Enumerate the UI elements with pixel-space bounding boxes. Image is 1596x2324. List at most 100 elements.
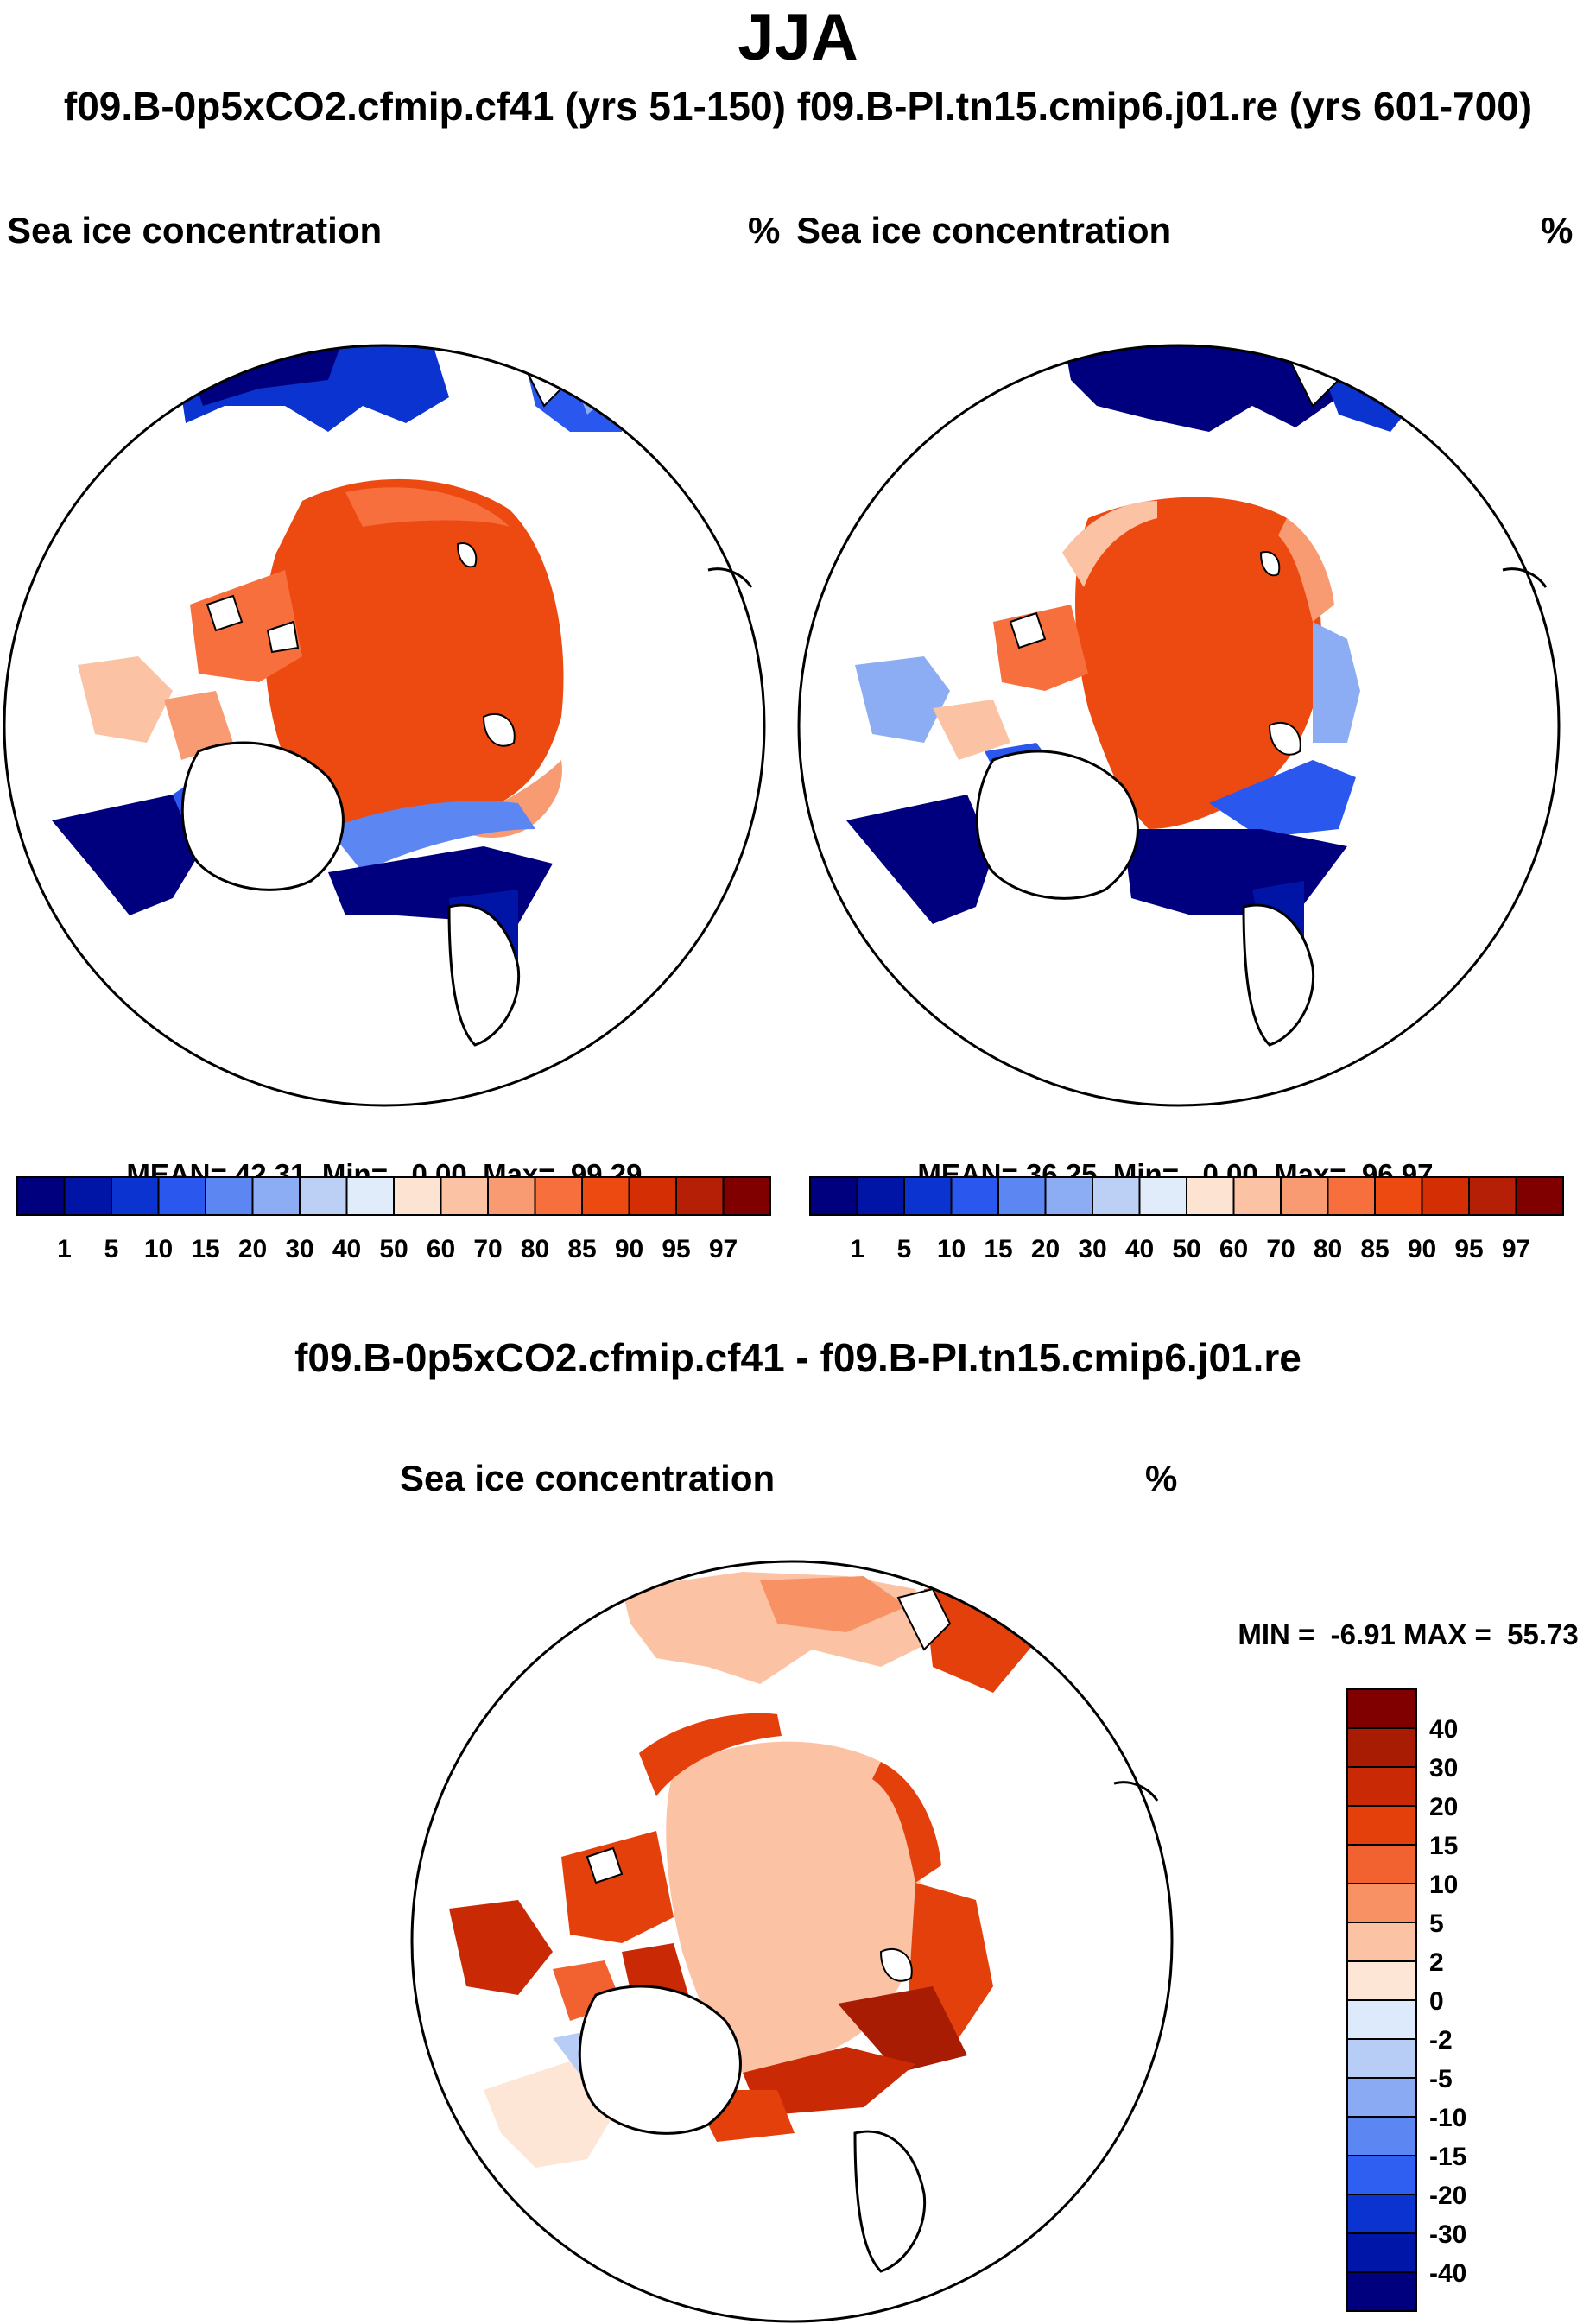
colorbar2-swatch-9 <box>1232 1176 1282 1216</box>
colorbar1-label-14: 97 <box>709 1235 738 1263</box>
colorbar2-label-14: 97 <box>1502 1235 1530 1263</box>
colorbar2-label-10: 80 <box>1314 1235 1342 1263</box>
colorbar2-label-3: 15 <box>984 1235 1012 1263</box>
colorbar3-swatch-2 <box>1346 1766 1417 1807</box>
colorbar3-label-12: -20 <box>1429 2182 1466 2210</box>
colorbar2-swatch-14 <box>1468 1176 1517 1216</box>
colorbar2-swatch-1 <box>856 1176 905 1216</box>
panel3-max-value: 55.73 <box>1507 1618 1579 1650</box>
colorbar3-swatch-10 <box>1346 2077 1417 2118</box>
colorbar3-label-5: 5 <box>1429 1909 1444 1938</box>
colorbar1-label-7: 50 <box>379 1235 408 1263</box>
colorbar2-swatch-6 <box>1092 1176 1141 1216</box>
colorbar1-label-9: 70 <box>473 1235 502 1263</box>
map-panel-diff <box>410 1560 1174 2323</box>
colorbar1-swatch-7 <box>345 1176 395 1216</box>
colorbar1-label-0: 1 <box>57 1235 72 1263</box>
colorbar1-label-2: 10 <box>144 1235 173 1263</box>
colorbar2-swatch-15 <box>1515 1176 1564 1216</box>
colorbar3-label-4: 10 <box>1429 1871 1458 1899</box>
colorbar1-swatch-15 <box>722 1176 771 1216</box>
p2-atlantic-ice <box>846 795 993 924</box>
panel3-units-label: % <box>1145 1458 1178 1498</box>
colorbar1-swatch-6 <box>299 1176 348 1216</box>
colorbar1-swatch-1 <box>63 1176 112 1216</box>
colorbar3-label-7: 0 <box>1429 1987 1444 2016</box>
colorbar3-swatch-13 <box>1346 2194 1417 2234</box>
colorbar1-label-13: 95 <box>662 1235 690 1263</box>
colorbar3-swatch-4 <box>1346 1844 1417 1884</box>
panel1-variable-label: Sea ice concentration <box>7 210 383 250</box>
colorbar-panel2: 1 5 10 15 20 30 40 50 60 70 80 85 90 95 97 <box>809 1176 1564 1263</box>
panel3-min-label: MIN = <box>1238 1618 1315 1650</box>
p2-bering-ice <box>1062 345 1339 432</box>
colorbar1-label-10: 80 <box>521 1235 549 1263</box>
colorbar3-swatch-5 <box>1346 1883 1417 1923</box>
colorbar2-swatch-4 <box>998 1176 1047 1216</box>
figure-title: JJA <box>738 1 858 74</box>
colorbar1-swatch-12 <box>581 1176 630 1216</box>
colorbar2-label-2: 10 <box>937 1235 966 1263</box>
colorbar2-swatch-2 <box>903 1176 953 1216</box>
colorbar3-swatch-6 <box>1346 1922 1417 1962</box>
colorbar1-label-5: 30 <box>285 1235 314 1263</box>
colorbar1-label-4: 20 <box>238 1235 267 1263</box>
colorbar1-swatch-2 <box>111 1176 160 1216</box>
colorbar3-label-9: -5 <box>1429 2065 1453 2093</box>
colorbar3-swatch-9 <box>1346 2038 1417 2079</box>
colorbar2-label-0: 1 <box>850 1235 864 1263</box>
colorbar1-swatch-3 <box>157 1176 206 1216</box>
colorbar2-swatch-0 <box>809 1176 858 1216</box>
panel3-max-label: MAX = <box>1403 1618 1492 1650</box>
colorbar1-swatch-4 <box>205 1176 254 1216</box>
colorbar3-swatch-7 <box>1346 1960 1417 2001</box>
figure-subtitle: f09.B-0p5xCO2.cfmip.cf41 (yrs 51-150) f0… <box>63 84 1533 129</box>
panel3-variable-label: Sea ice concentration <box>400 1458 776 1498</box>
colorbar2-label-1: 5 <box>897 1235 912 1263</box>
p1-atlantic-ice <box>52 795 199 915</box>
colorbar-panel1: 1 5 10 15 20 30 40 50 60 70 80 85 90 95 97 <box>16 1176 771 1263</box>
p3-atlantic-diff <box>484 2055 613 2168</box>
colorbar3-swatch-14 <box>1346 2232 1417 2273</box>
colorbar2-label-4: 20 <box>1031 1235 1060 1263</box>
colorbar3-swatch-11 <box>1346 2116 1417 2156</box>
colorbar3-swatch-1 <box>1346 1727 1417 1768</box>
colorbar1-swatch-9 <box>440 1176 489 1216</box>
colorbar3-label-6: 2 <box>1429 1948 1444 1977</box>
colorbar3-swatch-0 <box>1346 1688 1417 1729</box>
colorbar1-label-12: 90 <box>615 1235 643 1263</box>
colorbar2-label-8: 60 <box>1219 1235 1248 1263</box>
colorbar2-swatch-10 <box>1280 1176 1329 1216</box>
p3-central-arctic-diff <box>666 1741 921 2073</box>
colorbar1-label-11: 85 <box>567 1235 596 1263</box>
p1-central-arctic-ice <box>264 478 564 864</box>
diff-title: f09.B-0p5xCO2.cfmip.cf41 - f09.B-PI.tn15… <box>294 1335 1302 1380</box>
colorbar3-label-13: -30 <box>1429 2220 1466 2249</box>
p3-greenland <box>578 1985 742 2135</box>
colorbar2-swatch-12 <box>1374 1176 1423 1216</box>
colorbar2-label-9: 70 <box>1266 1235 1295 1263</box>
colorbar2-swatch-8 <box>1186 1176 1235 1216</box>
colorbar2-swatch-11 <box>1327 1176 1376 1216</box>
panel3-stats: MIN = -6.91 MAX = 55.73 <box>1222 1586 1579 1651</box>
colorbar2-swatch-7 <box>1138 1176 1188 1216</box>
colorbar3-label-0: 40 <box>1429 1715 1458 1744</box>
colorbar1-swatch-5 <box>251 1176 301 1216</box>
colorbar2-swatch-13 <box>1421 1176 1470 1216</box>
panel3-min-value: -6.91 <box>1330 1618 1396 1650</box>
p1-greenland <box>180 741 345 891</box>
colorbar3-swatch-12 <box>1346 2155 1417 2195</box>
colorbar2-label-5: 30 <box>1078 1235 1106 1263</box>
panel2-units-label: % <box>1541 210 1574 250</box>
colorbar1-swatch-0 <box>16 1176 66 1216</box>
colorbar2-label-7: 50 <box>1172 1235 1200 1263</box>
map-panel-1 <box>3 344 766 1107</box>
colorbar2-label-11: 85 <box>1360 1235 1389 1263</box>
colorbar2-label-12: 90 <box>1408 1235 1436 1263</box>
colorbar1-label-1: 5 <box>104 1235 119 1263</box>
colorbar1-label-3: 15 <box>191 1235 219 1263</box>
colorbar3-swatch-8 <box>1346 1999 1417 2040</box>
colorbar3-label-1: 30 <box>1429 1754 1458 1783</box>
colorbar3-label-8: -2 <box>1429 2026 1453 2055</box>
